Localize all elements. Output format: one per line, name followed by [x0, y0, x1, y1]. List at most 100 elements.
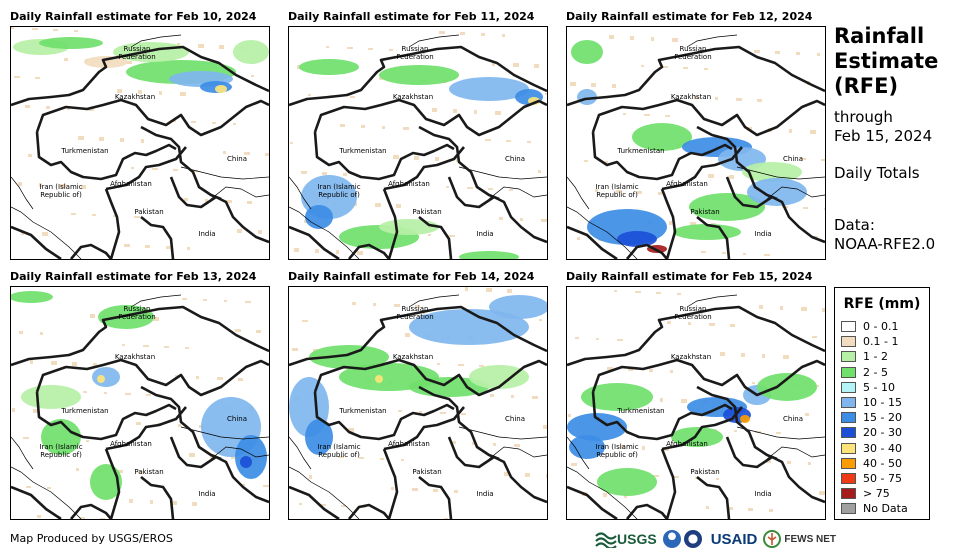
- panel-title: Daily Rainfall estimate for Feb 15, 2024: [566, 270, 813, 283]
- rainfall-area: [240, 456, 252, 468]
- light-rain-speckle: [453, 109, 457, 113]
- legend-item: 10 - 15: [841, 395, 902, 410]
- light-rain-speckle: [30, 360, 33, 364]
- country-label-iran-2: Republic of): [40, 191, 82, 199]
- light-rain-speckle: [185, 347, 189, 349]
- light-rain-speckle: [727, 507, 733, 510]
- light-rain-speckle: [40, 332, 43, 335]
- light-rain-speckle: [37, 515, 41, 518]
- country-border: [591, 131, 733, 181]
- country-label-iran-2: Republic of): [40, 451, 82, 459]
- country-label-russia-1: Russian: [123, 305, 151, 313]
- country-border: [35, 358, 269, 397]
- light-rain-speckle: [584, 160, 588, 162]
- admin-boundary: [766, 186, 825, 200]
- light-rain-speckle: [440, 412, 446, 414]
- light-rain-speckle: [493, 443, 496, 446]
- light-rain-speckle: [159, 91, 162, 95]
- light-rain-speckle: [635, 291, 641, 293]
- light-rain-speckle: [205, 199, 208, 202]
- light-rain-speckle: [219, 45, 224, 49]
- light-rain-speckle: [815, 385, 819, 387]
- light-rain-speckle: [672, 38, 678, 42]
- panel-title: Daily Rainfall estimate for Feb 11, 2024: [288, 10, 535, 23]
- country-border: [140, 215, 175, 259]
- light-rain-speckle: [60, 184, 66, 188]
- country-label-turkmenistan: Turkmenistan: [617, 147, 665, 155]
- light-rain-speckle: [143, 345, 149, 347]
- light-rain-speckle: [14, 76, 20, 78]
- light-rain-speckle: [433, 489, 438, 492]
- country-label-kazakhstan: Kazakhstan: [392, 93, 434, 101]
- rainfall-map-canvas: [11, 27, 269, 259]
- light-rain-speckle: [575, 337, 579, 339]
- light-rain-speckle: [817, 53, 820, 56]
- light-rain-speckle: [322, 172, 327, 175]
- country-label-kazakhstan: Kazakhstan: [392, 353, 434, 361]
- light-rain-speckle: [439, 31, 445, 34]
- rainfall-area: [309, 345, 389, 369]
- light-rain-speckle: [405, 333, 410, 337]
- country-label-russia-1: Russian: [679, 305, 707, 313]
- light-rain-speckle: [379, 77, 383, 80]
- light-rain-speckle: [715, 97, 718, 100]
- country-border: [348, 243, 390, 259]
- light-rain-speckle: [292, 348, 298, 351]
- light-rain-speckle: [649, 369, 653, 372]
- light-rain-speckle: [514, 444, 520, 447]
- light-rain-speckle: [368, 48, 373, 50]
- country-border: [382, 448, 399, 519]
- legend-swatch: [841, 442, 856, 454]
- light-rain-speckle: [720, 352, 725, 356]
- light-rain-speckle: [92, 214, 96, 216]
- country-label-iran-2: Republic of): [318, 191, 360, 199]
- admin-boundary: [408, 34, 460, 48]
- light-rain-speckle: [616, 190, 622, 193]
- light-rain-speckle: [543, 425, 547, 429]
- light-rain-speckle: [83, 391, 87, 393]
- panel-title: Daily Rainfall estimate for Feb 12, 2024: [566, 10, 813, 23]
- rainfall-area: [747, 178, 807, 206]
- rainfall-area: [671, 427, 723, 447]
- light-rain-speckle: [609, 35, 614, 39]
- admin-boundary: [736, 426, 825, 440]
- light-rain-speckle: [391, 487, 394, 490]
- usgs-wave-icon: [595, 532, 617, 548]
- light-rain-speckle: [352, 302, 356, 305]
- light-rain-speckle: [192, 502, 197, 506]
- light-rain-speckle: [336, 250, 339, 254]
- country-border: [591, 98, 825, 137]
- admin-boundary: [567, 176, 590, 210]
- legend-label: > 75: [863, 487, 890, 501]
- light-rain-speckle: [458, 364, 464, 366]
- country-border: [567, 225, 618, 259]
- through-label: through: [834, 108, 893, 126]
- country-border: [696, 125, 778, 201]
- rainfall-area: [92, 367, 120, 387]
- light-rain-speckle: [251, 75, 254, 77]
- country-border: [140, 385, 222, 461]
- country-border: [567, 485, 618, 519]
- country-border: [725, 436, 825, 504]
- light-rain-speckle: [124, 244, 130, 247]
- light-rain-speckle: [299, 503, 302, 505]
- country-label-russia-2: Federation: [674, 313, 712, 321]
- legend-swatch: [841, 503, 856, 515]
- light-rain-speckle: [730, 324, 735, 327]
- light-rain-speckle: [113, 215, 116, 217]
- legend-title: RFE (mm): [843, 296, 921, 312]
- light-rain-speckle: [19, 331, 23, 334]
- light-rain-speckle: [511, 395, 514, 398]
- light-rain-speckle: [242, 484, 245, 486]
- light-rain-speckle: [120, 138, 124, 142]
- country-label-china: China: [505, 155, 525, 163]
- legend-item: > 75: [841, 486, 890, 501]
- light-rain-speckle: [117, 89, 122, 93]
- light-rain-speckle: [716, 478, 719, 480]
- light-rain-speckle: [568, 414, 571, 417]
- light-rain-speckle: [435, 157, 439, 161]
- daily-totals-label: Daily Totals: [834, 164, 920, 182]
- light-rain-speckle: [507, 289, 512, 293]
- legend-item: 0.1 - 1: [841, 334, 898, 349]
- light-rain-speckle: [810, 130, 816, 134]
